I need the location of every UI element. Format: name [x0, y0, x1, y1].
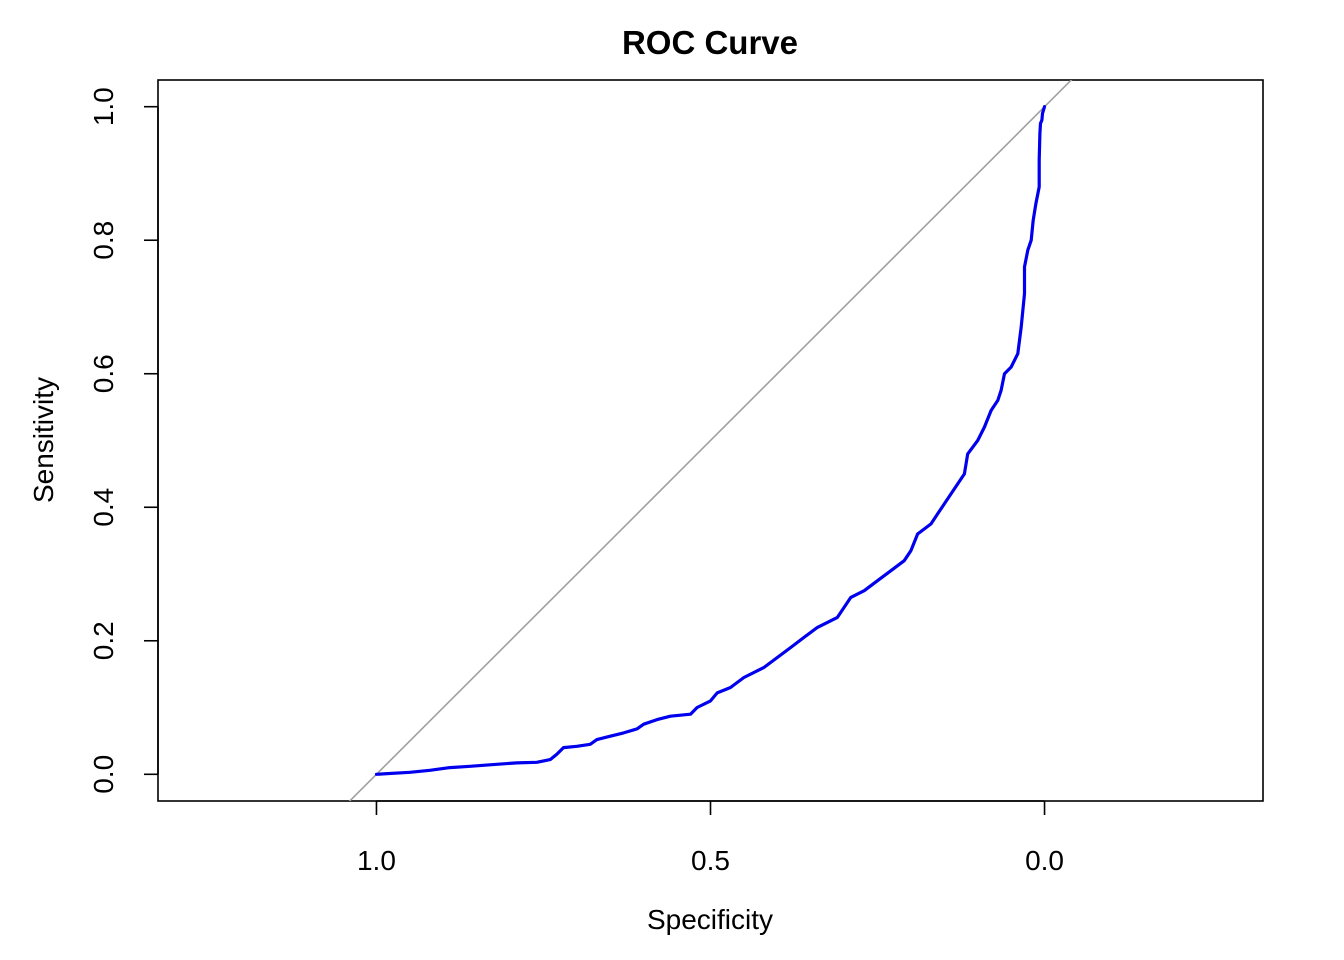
- x-tick-label: 0.5: [691, 845, 730, 876]
- y-tick-label: 0.6: [88, 354, 119, 393]
- x-tick-label: 1.0: [357, 845, 396, 876]
- reference-diagonal-line: [348, 80, 1073, 801]
- x-axis-label: Specificity: [647, 904, 773, 935]
- y-tick-label: 1.0: [88, 87, 119, 126]
- roc-curve-line: [374, 105, 1047, 776]
- y-tick-label: 0.4: [88, 488, 119, 527]
- chart-title: ROC Curve: [622, 24, 798, 61]
- series-layer: [374, 105, 1047, 776]
- reference-line-layer: [348, 80, 1073, 801]
- x-axis: 1.0 0.5 0.0: [357, 800, 1064, 876]
- y-tick-label: 0.8: [88, 221, 119, 260]
- y-tick-label: 0.0: [88, 755, 119, 794]
- y-axis: 0.0 0.2 0.4 0.6 0.8 1.0: [88, 87, 159, 794]
- x-tick-label: 0.0: [1025, 845, 1064, 876]
- y-axis-label: Sensitivity: [28, 377, 59, 503]
- y-tick-label: 0.2: [88, 621, 119, 660]
